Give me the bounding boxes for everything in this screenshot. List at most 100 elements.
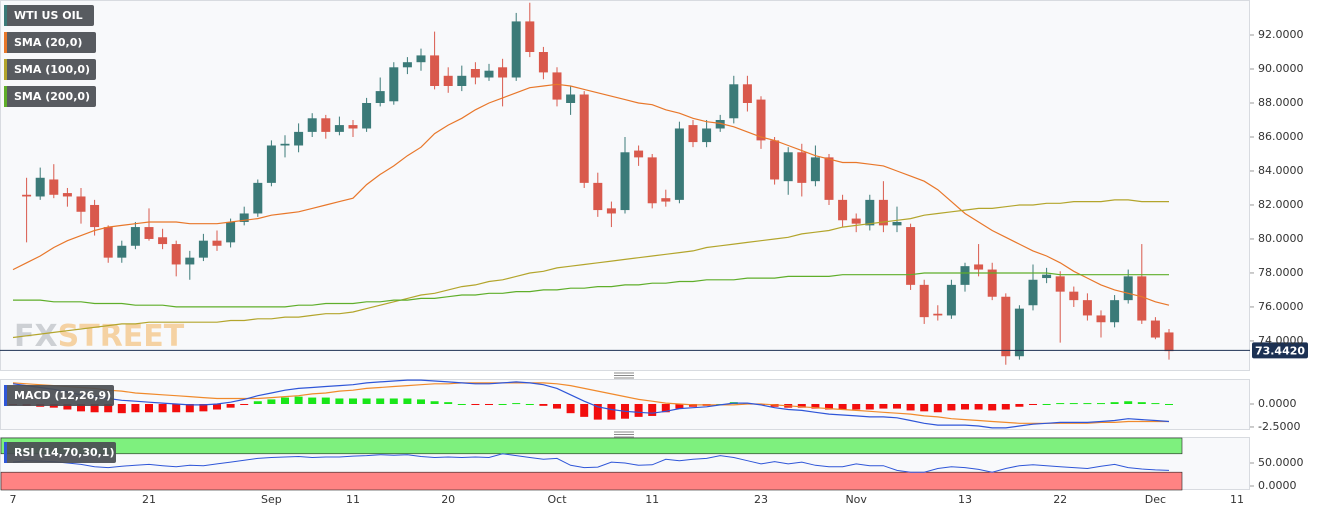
candle-body (770, 140, 780, 180)
macd-histogram-bar (90, 403, 99, 413)
legend-entry-swatch (4, 32, 7, 53)
macd-histogram-bar (512, 403, 521, 405)
sma-line (13, 272, 1169, 308)
candle-body (1055, 276, 1065, 292)
macd-histogram-bar (852, 403, 861, 410)
macd-histogram-bar (267, 399, 276, 404)
candle-body (634, 150, 644, 158)
candle-body (1096, 315, 1106, 323)
candle-body (1069, 291, 1079, 301)
candle-body (185, 257, 195, 265)
candle-body (933, 313, 943, 316)
candle-body (402, 62, 412, 68)
x-tick-label: 7 (10, 493, 17, 506)
candle-body (1164, 332, 1174, 352)
macd-histogram-bar (539, 403, 548, 406)
macd-histogram-bar (580, 403, 589, 417)
candle-body (797, 152, 807, 183)
macd-histogram-bar (376, 398, 385, 404)
candle-body (756, 99, 766, 141)
legend-entry: SMA (200,0) (14, 90, 90, 103)
legend-entry-swatch (4, 5, 7, 26)
macd-histogram-bar (185, 403, 194, 413)
candle-body (606, 208, 616, 214)
macd-histogram-bar (77, 403, 85, 412)
macd-histogram-bar (498, 403, 507, 405)
x-tick-label: Dec (1145, 493, 1166, 506)
candle-body (226, 221, 236, 243)
x-tick-label: 11 (346, 493, 360, 506)
candle-body (307, 118, 317, 132)
y-tick-label: 76.0000 (1258, 300, 1304, 313)
candle-body (511, 21, 521, 78)
macd-histogram-bar (213, 403, 221, 410)
macd-histogram-bar (389, 398, 398, 404)
y-tick-label: 92.0000 (1258, 28, 1304, 41)
candle-body (1110, 300, 1120, 323)
indicator-title: MACD (12,26,9) (14, 389, 111, 402)
candle-body (144, 227, 154, 239)
candle-body (294, 131, 304, 146)
macd-histogram-bar (825, 403, 833, 410)
candle-body (1014, 308, 1024, 357)
candle-body (987, 269, 997, 297)
macd-histogram-bar (566, 403, 575, 414)
candle-body (430, 55, 440, 86)
macd-histogram-bar (988, 403, 997, 411)
macd-histogram-bar (430, 401, 439, 404)
macd-histogram-bar (1001, 403, 1010, 410)
macd-histogram-bar (797, 403, 806, 408)
macd-histogram-bar (349, 398, 357, 404)
macd-histogram-bar (403, 398, 412, 404)
panel-handle (614, 372, 634, 379)
candle-body (130, 227, 140, 246)
macd-histogram-bar (525, 403, 534, 405)
candle-body (865, 199, 875, 226)
candle-body (62, 193, 72, 197)
x-tick-label: 11 (1230, 493, 1244, 506)
legend-entry-box (4, 86, 96, 107)
macd-histogram-bar (1069, 403, 1078, 405)
candle-body (198, 240, 208, 258)
indicator-title-swatch (4, 442, 7, 463)
candle-body (729, 84, 739, 119)
candle-body (49, 179, 59, 195)
candle-body (280, 143, 290, 146)
candle-body (362, 102, 372, 129)
candle-body (593, 182, 603, 211)
macd-histogram-bar (335, 398, 344, 404)
candle-body (960, 266, 970, 285)
macd-histogram-bar (131, 403, 140, 413)
signal-line (12, 382, 1169, 424)
candle-body (810, 157, 820, 182)
macd-histogram-bar (308, 397, 317, 404)
candle-body (906, 227, 916, 285)
macd-histogram-bar (1151, 403, 1160, 405)
candle-body (470, 69, 480, 78)
macd-histogram-bar (253, 401, 262, 404)
legend-entry: SMA (20,0) (14, 36, 82, 49)
candle-body (266, 145, 276, 183)
candle-body (1137, 276, 1147, 321)
y-tick-label: 50.0000 (1258, 456, 1304, 469)
y-tick-label: 0.0000 (1258, 479, 1297, 492)
macd-histogram-bar (553, 403, 561, 409)
y-tick-label: 84.0000 (1258, 164, 1304, 177)
candle-body (416, 55, 426, 63)
y-tick-label: 82.0000 (1258, 198, 1304, 211)
candle-body (1028, 279, 1038, 306)
x-tick-label: Nov (845, 493, 867, 506)
candle-body (566, 94, 576, 103)
candle-body (1123, 276, 1133, 301)
candle-body (158, 237, 168, 245)
macd-histogram-bar (1042, 403, 1051, 405)
candle-body (117, 245, 127, 258)
macd-histogram-bar (1015, 403, 1024, 407)
candle-body (538, 52, 548, 73)
candle-body (579, 94, 589, 183)
candle-body (375, 91, 385, 103)
macd-histogram-bar (906, 403, 915, 411)
macd-histogram-bar (974, 403, 983, 410)
candle-body (620, 152, 630, 211)
